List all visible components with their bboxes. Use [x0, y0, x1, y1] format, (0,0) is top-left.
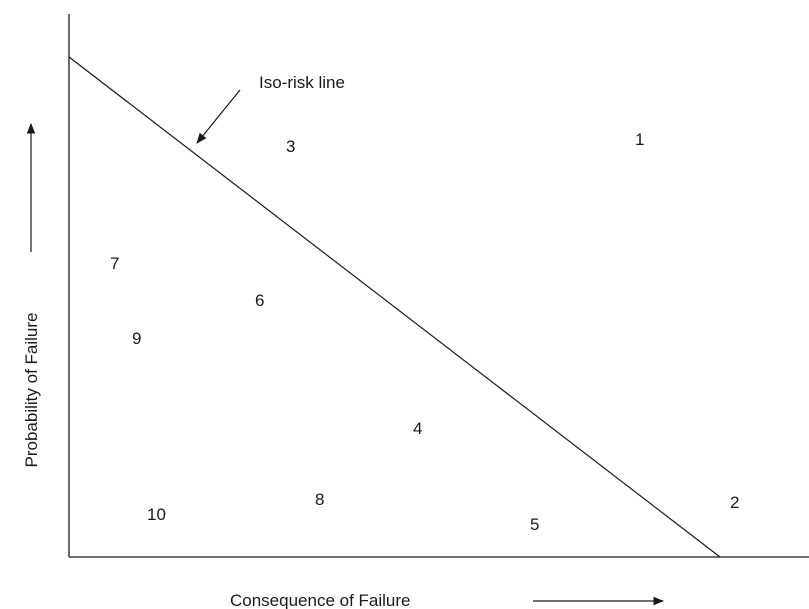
point-8: 8 — [315, 490, 324, 509]
point-1: 1 — [635, 130, 644, 149]
point-7: 7 — [110, 254, 119, 273]
point-4: 4 — [413, 419, 422, 438]
point-9: 9 — [132, 329, 141, 348]
annotation-label: Iso-risk line — [259, 73, 345, 92]
point-6: 6 — [255, 291, 264, 310]
annotation-arrow — [196, 89, 241, 144]
point-3: 3 — [286, 137, 295, 156]
y-axis-label: Probability of Failure — [22, 313, 41, 468]
iso-risk-line — [68, 56, 721, 558]
x-axis-label: Consequence of Failure — [230, 591, 411, 609]
point-2: 2 — [730, 493, 739, 512]
point-5: 5 — [530, 515, 539, 534]
point-10: 10 — [147, 505, 166, 524]
